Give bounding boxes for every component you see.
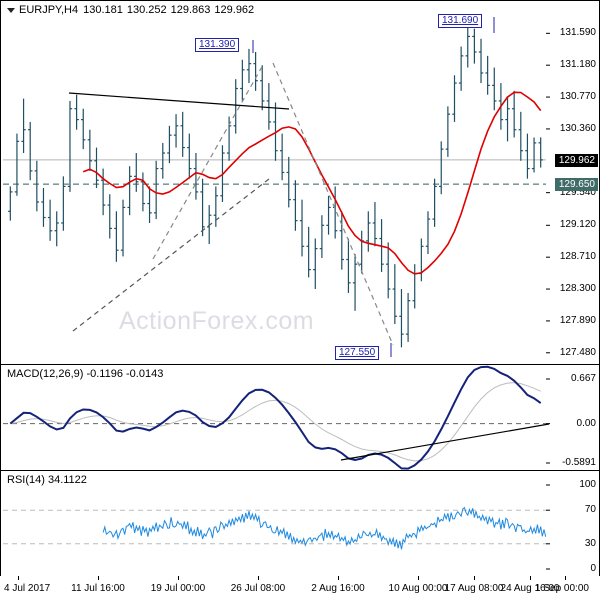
watermark-actionforex: ActionForex.com	[119, 307, 315, 335]
low-value: 129.863	[170, 4, 211, 16]
rsi-tick-label: 0	[590, 563, 596, 574]
price-tick-label: 128.710	[559, 251, 596, 263]
time-tick-label: 19 Jul 00:00	[150, 583, 206, 594]
high-value: 130.252	[126, 4, 167, 16]
prev-close-badge: 129.650	[554, 178, 598, 192]
time-tick-label: 4 Jul 2017	[4, 583, 51, 594]
time-tick	[18, 576, 19, 580]
time-tick	[565, 576, 566, 580]
swing-high-label-131690: 131.690	[438, 14, 483, 28]
price-tick-label: 127.890	[559, 314, 596, 326]
rsi-header: RSI(14) 34.1122	[7, 474, 87, 486]
close-value: 129.962	[214, 4, 255, 16]
time-tick	[178, 576, 179, 580]
time-tick	[338, 576, 339, 580]
swing-high-label-131390: 131.390	[195, 38, 240, 52]
price-tick-label: 127.480	[559, 346, 596, 358]
price-chart-panel[interactable]: EURJPY,H4 130.181 130.252 129.863 129.962 Ac…	[0, 0, 600, 365]
macd-label: MACD(12,26,9) -0.1196 -0.0143	[7, 368, 164, 380]
price-tick-label: 130.770	[559, 91, 596, 103]
rsi-tick-label: 30	[584, 537, 596, 549]
symbol-timeframe-label: EURJPY,H4	[19, 4, 79, 16]
rsi-tick-label: 70	[584, 504, 596, 516]
time-tick-label: 1 Sep 00:00	[535, 583, 589, 594]
time-axis: 4 Jul 2017 11 Jul 16:00 19 Jul 00:00 26 Jul…	[0, 576, 600, 600]
price-tick-label: 131.590	[559, 27, 596, 39]
open-value: 130.181	[83, 4, 123, 16]
price-tick-label: 130.360	[559, 122, 596, 134]
price-tick-label: 128.300	[559, 283, 596, 295]
time-tick-label: 10 Aug 00:00	[388, 583, 448, 594]
last-price-badge: 129.962	[554, 153, 598, 167]
ohlc-values: 130.181 130.252 129.863 129.962	[83, 4, 258, 16]
time-tick-label: 11 Jul 16:00	[71, 583, 125, 594]
price-tick-label: 131.180	[559, 59, 596, 71]
chart-header[interactable]: EURJPY,H4 130.181 130.252 129.863 129.962	[7, 4, 258, 16]
rsi-label: RSI(14) 34.1122	[7, 474, 87, 486]
time-tick	[530, 576, 531, 580]
rsi-tick-label: 100	[579, 479, 596, 490]
time-tick	[474, 576, 475, 580]
macd-tick-label: -0.5891	[562, 457, 596, 468]
time-tick-label: 24 Aug 16:00	[500, 583, 560, 594]
macd-panel[interactable]: MACD(12,26,9) -0.1196 -0.0143 0.667 0.00 -…	[0, 364, 600, 471]
time-tick-label: 2 Aug 16:00	[311, 583, 365, 594]
rsi-panel[interactable]: RSI(14) 34.1122 100 70 30 0	[0, 470, 600, 577]
macd-plot	[3, 365, 550, 470]
price-tick-label: 129.120	[559, 219, 596, 231]
macd-tick-label: 0.667	[570, 373, 596, 384]
macd-tick-label: 0.00	[576, 417, 596, 429]
time-tick	[98, 576, 99, 580]
rsi-plot	[3, 484, 550, 570]
price-tick-label: 129.540	[559, 186, 596, 198]
macd-header: MACD(12,26,9) -0.1196 -0.0143	[7, 368, 163, 380]
swing-low-label-127550: 127.550	[335, 346, 380, 360]
chevron-down-icon[interactable]	[7, 7, 15, 13]
time-tick	[258, 576, 259, 580]
price-plot	[3, 17, 550, 357]
time-tick-label: 17 Aug 08:00	[444, 583, 504, 594]
time-tick-label: 26 Jul 08:00	[230, 583, 286, 594]
time-tick	[418, 576, 419, 580]
